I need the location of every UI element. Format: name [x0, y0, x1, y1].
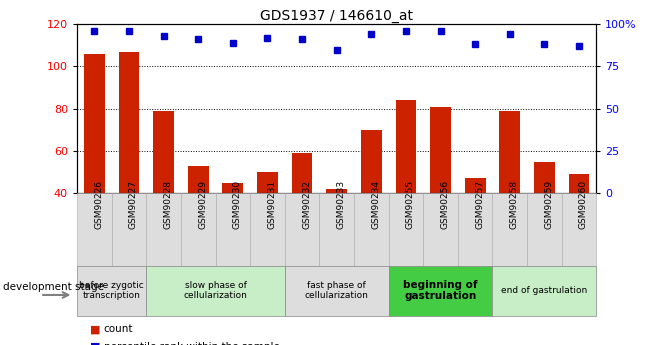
Bar [222, 183, 243, 278]
Text: GSM90232: GSM90232 [302, 180, 311, 229]
Text: GSM90228: GSM90228 [163, 180, 173, 229]
Text: before zygotic
transcription: before zygotic transcription [79, 281, 144, 300]
Text: GSM90256: GSM90256 [441, 180, 450, 229]
Text: end of gastrulation: end of gastrulation [501, 286, 588, 295]
Text: GSM90230: GSM90230 [233, 180, 242, 229]
Text: count: count [104, 325, 133, 334]
Text: percentile rank within the sample: percentile rank within the sample [104, 342, 280, 345]
Text: GSM90229: GSM90229 [198, 180, 207, 229]
Text: GSM90234: GSM90234 [371, 180, 381, 229]
Bar [395, 100, 416, 278]
Bar [361, 130, 382, 278]
Text: GSM90226: GSM90226 [94, 180, 103, 229]
Bar [569, 174, 590, 278]
Bar [84, 54, 105, 278]
Text: GSM90258: GSM90258 [510, 180, 519, 229]
Text: ■: ■ [90, 342, 101, 345]
Bar [465, 178, 486, 278]
Text: beginning of
gastrulation: beginning of gastrulation [403, 280, 478, 302]
Text: GSM90233: GSM90233 [337, 180, 346, 229]
Text: GSM90259: GSM90259 [544, 180, 553, 229]
Text: GSM90227: GSM90227 [129, 180, 138, 229]
Bar [291, 153, 312, 278]
Text: GSM90231: GSM90231 [267, 180, 277, 229]
Bar [119, 52, 139, 278]
Text: GSM90260: GSM90260 [579, 180, 588, 229]
Title: GDS1937 / 146610_at: GDS1937 / 146610_at [260, 9, 413, 23]
Bar [534, 161, 555, 278]
Bar [430, 107, 451, 278]
Bar [326, 189, 347, 278]
Bar [188, 166, 208, 278]
Text: ■: ■ [90, 325, 101, 334]
Text: GSM90257: GSM90257 [475, 180, 484, 229]
Text: slow phase of
cellularization: slow phase of cellularization [184, 281, 247, 300]
Bar [153, 111, 174, 278]
Text: fast phase of
cellularization: fast phase of cellularization [305, 281, 369, 300]
Bar [499, 111, 520, 278]
Text: development stage: development stage [3, 282, 105, 292]
Bar [257, 172, 278, 278]
Text: GSM90255: GSM90255 [406, 180, 415, 229]
